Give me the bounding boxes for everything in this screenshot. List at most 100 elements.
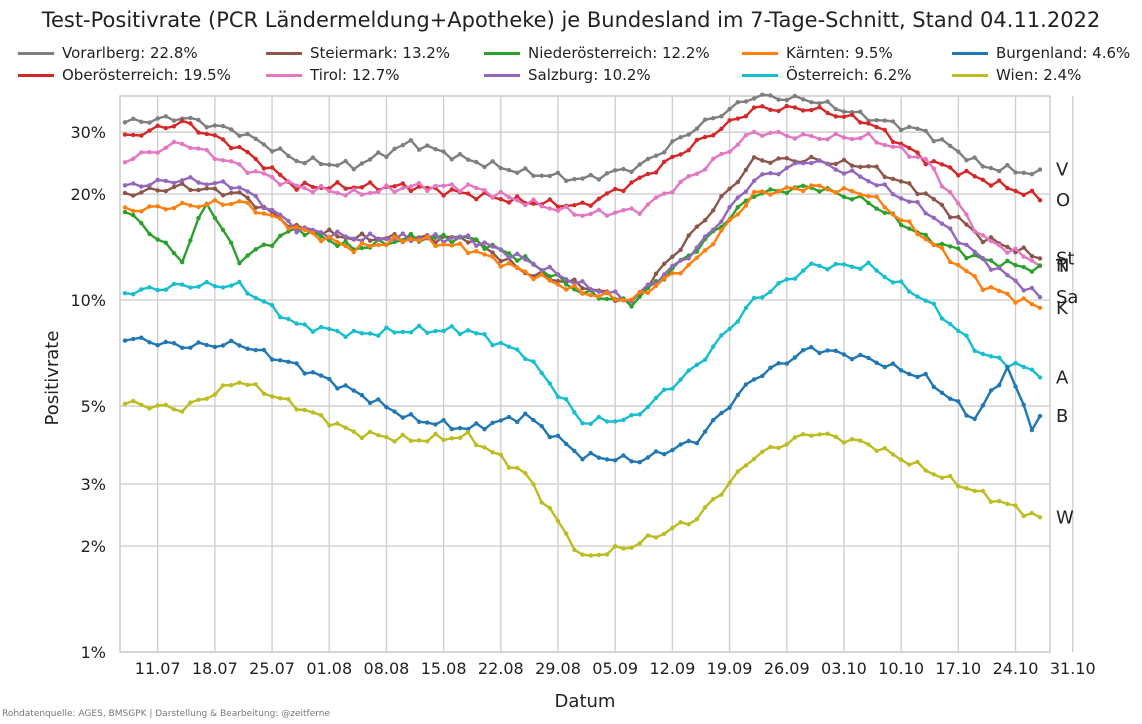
data-point [841, 186, 847, 191]
data-point [792, 105, 798, 110]
data-point [702, 429, 708, 434]
data-point [948, 244, 953, 249]
data-point [866, 179, 871, 184]
data-point [515, 419, 520, 425]
data-point [662, 150, 667, 155]
data-point [261, 299, 267, 304]
data-point [253, 210, 258, 215]
data-point [980, 239, 986, 245]
data-point [841, 114, 847, 120]
data-point [564, 178, 569, 183]
data-point [188, 203, 193, 208]
data-point [907, 154, 912, 159]
data-point [131, 208, 136, 214]
data-point [449, 182, 454, 187]
data-point [122, 190, 128, 196]
data-point [719, 114, 724, 119]
data-point [735, 195, 740, 200]
data-point [841, 135, 847, 140]
data-point [237, 343, 242, 348]
data-point [359, 161, 365, 166]
data-point [956, 240, 961, 245]
data-point [653, 153, 659, 158]
data-point [874, 448, 879, 453]
data-point [825, 187, 830, 192]
data-point [188, 238, 193, 243]
data-point [237, 190, 242, 195]
data-point [555, 433, 561, 438]
data-point [939, 390, 945, 395]
data-point [751, 295, 757, 301]
data-point [555, 170, 561, 175]
data-point [817, 263, 822, 268]
data-point [637, 211, 642, 216]
data-point [882, 205, 887, 210]
data-point [278, 396, 283, 401]
data-point [212, 215, 218, 221]
data-point [923, 162, 928, 167]
data-point [367, 190, 373, 196]
data-point [384, 325, 389, 330]
data-point [327, 188, 332, 194]
data-point [997, 168, 1002, 174]
data-point [923, 371, 928, 377]
data-point [335, 234, 340, 239]
data-point [555, 272, 561, 278]
data-point [359, 185, 365, 190]
data-point [515, 258, 520, 263]
data-point [939, 184, 945, 189]
data-point [343, 158, 348, 164]
data-point [547, 197, 552, 202]
data-point [604, 290, 610, 295]
data-point [212, 198, 218, 203]
data-point [245, 382, 250, 388]
data-point [776, 281, 781, 286]
data-point [163, 145, 168, 150]
data-point [637, 294, 642, 299]
data-point [588, 287, 593, 292]
data-point [229, 146, 234, 151]
data-point [841, 352, 847, 357]
data-point [760, 373, 765, 379]
data-point [637, 289, 642, 295]
y-axis-label: Positivrate [42, 331, 63, 426]
data-point [866, 164, 871, 169]
data-point [915, 231, 920, 237]
data-point [433, 422, 438, 427]
data-point [988, 165, 994, 171]
axes: 1% 2% 3% 5% 10% 20% 30% 11.07 18.07 25.07 01.08 08.… [70, 123, 1095, 678]
data-point [212, 284, 218, 289]
data-point [1021, 170, 1026, 175]
data-point [506, 344, 512, 349]
data-point [613, 544, 618, 549]
data-point [482, 240, 487, 245]
data-point [882, 364, 887, 370]
data-point [139, 220, 144, 226]
data-point [825, 431, 830, 436]
data-point [849, 188, 855, 194]
data-point [416, 238, 422, 243]
data-point [760, 449, 765, 454]
data-point [180, 141, 185, 147]
data-point [1005, 291, 1010, 296]
data-point [343, 425, 348, 430]
data-point [147, 120, 152, 125]
data-point [531, 418, 536, 423]
data-point [662, 276, 667, 281]
data-point [743, 203, 749, 208]
data-point [547, 434, 552, 440]
x-tick-label: 15.08 [421, 659, 467, 678]
data-point [939, 241, 945, 247]
data-point [580, 421, 585, 426]
data-point [694, 362, 700, 367]
data-point [163, 207, 168, 212]
data-point [890, 280, 896, 285]
data-point [555, 278, 561, 284]
data-point [711, 242, 716, 247]
data-point [237, 144, 242, 150]
data-point [874, 206, 879, 211]
data-point [898, 144, 904, 149]
data-point [180, 409, 185, 414]
data-point [155, 204, 160, 209]
data-point [931, 197, 936, 202]
